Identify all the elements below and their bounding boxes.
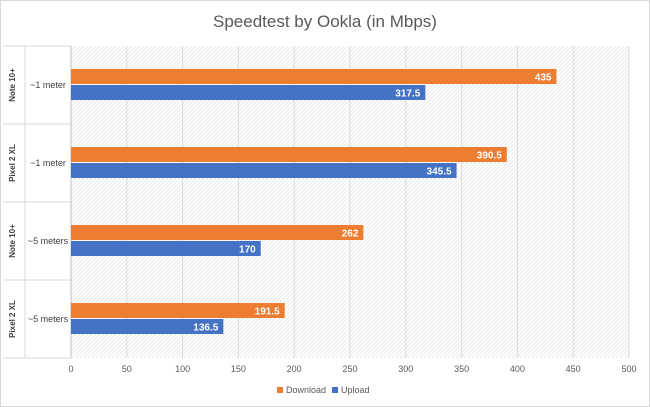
x-tick-label: 150 xyxy=(231,364,246,374)
upload-legend-label: Upload xyxy=(341,385,370,395)
upload-bar xyxy=(71,163,457,178)
x-tick-label: 100 xyxy=(175,364,190,374)
download-bar xyxy=(71,225,364,240)
x-tick-label: 250 xyxy=(342,364,357,374)
upload-legend-swatch xyxy=(332,387,338,393)
distance-label: ~5 meters xyxy=(28,314,69,324)
bars xyxy=(71,69,557,334)
upload-bar xyxy=(71,319,224,334)
download-bar xyxy=(71,147,507,162)
upload-value-label: 317.5 xyxy=(395,89,420,100)
download-value-label: 435 xyxy=(535,73,552,84)
x-axis-ticks: 0 50 100 150 200 250 300 350 400 450 500 xyxy=(68,364,636,374)
x-tick-label: 500 xyxy=(621,364,636,374)
x-tick-label: 200 xyxy=(287,364,302,374)
download-value-label: 262 xyxy=(342,229,359,240)
download-legend-label: Download xyxy=(286,385,326,395)
upload-bar xyxy=(71,241,261,256)
distance-label: ~1 meter xyxy=(30,158,66,168)
distance-label: ~5 meters xyxy=(28,236,69,246)
upload-value-label: 136.5 xyxy=(193,323,218,334)
x-tick-label: 400 xyxy=(510,364,525,374)
upload-value-label: 345.5 xyxy=(427,167,452,178)
upload-value-label: 170 xyxy=(239,245,256,256)
chart-title: Speedtest by Ookla (in Mbps) xyxy=(213,12,437,31)
download-bar xyxy=(71,303,285,318)
device-label: Note 10+ xyxy=(8,224,17,258)
distance-label: ~1 meter xyxy=(30,80,66,90)
download-legend-swatch xyxy=(277,387,283,393)
x-tick-label: 300 xyxy=(398,364,413,374)
bar-labels: 435 317.5 390.5 345.5 262 170 191.5 136.5 xyxy=(193,73,552,334)
x-tick-label: 0 xyxy=(68,364,73,374)
x-tick-label: 450 xyxy=(566,364,581,374)
device-label: Pixel 2 XL xyxy=(8,300,17,338)
download-value-label: 390.5 xyxy=(477,151,502,162)
x-tick-label: 50 xyxy=(122,364,132,374)
device-label: Pixel 2 XL xyxy=(8,144,17,182)
category-labels: ~1 meter Note 10+ ~1 meter Pixel 2 XL ~5 met… xyxy=(8,68,69,338)
device-label: Note 10+ xyxy=(8,68,17,102)
legend: Download Upload xyxy=(277,385,370,395)
download-value-label: 191.5 xyxy=(255,307,280,318)
upload-bar xyxy=(71,85,426,100)
x-tick-label: 350 xyxy=(454,364,469,374)
download-bar xyxy=(71,69,557,84)
